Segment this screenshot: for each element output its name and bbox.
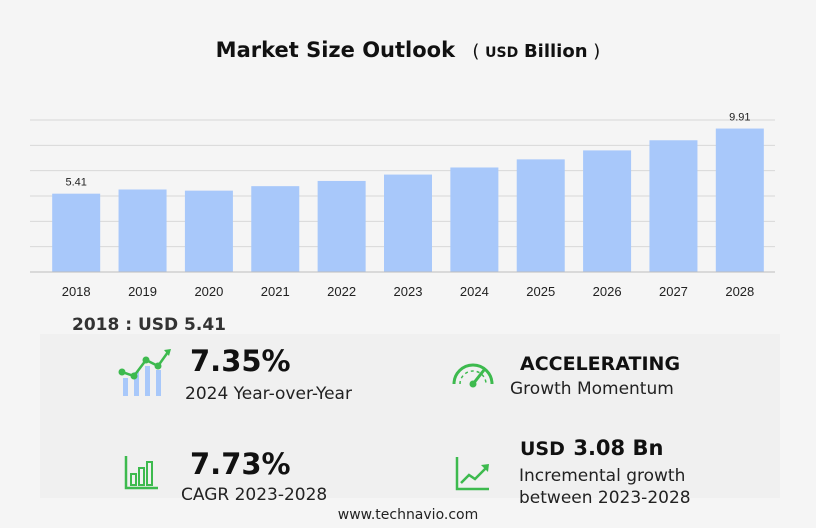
chart-title: Market Size Outlook ( USD Billion ) <box>0 38 816 62</box>
cagr-value: 7.73% <box>190 447 291 481</box>
kpi-panel <box>40 334 780 498</box>
momentum-kpi: ACCELERATING <box>520 353 680 375</box>
base-year-value: 2018 : USD 5.41 <box>72 315 226 335</box>
bar-2022 <box>317 180 366 272</box>
footer-source: www.technavio.com <box>337 507 479 523</box>
x-tick-label: 2020 <box>194 284 223 299</box>
x-tick-label: 2021 <box>261 284 290 299</box>
bar-2019 <box>118 189 167 272</box>
cagr-label: CAGR 2023-2028 <box>181 485 328 505</box>
incremental-value: 3.08 Bn <box>573 436 664 460</box>
title-unit-currency: USD <box>485 45 519 61</box>
x-tick-label: 2028 <box>725 284 754 299</box>
title-unit: ( USD Billion ) <box>472 41 600 62</box>
x-tick-label: 2025 <box>526 284 555 299</box>
title-unit-scale: Billion <box>523 41 588 62</box>
title-main: Market Size Outlook <box>215 38 456 62</box>
yoy-label-wrap: 2024 Year-over-Year <box>185 383 352 405</box>
bar-2018 <box>52 193 101 272</box>
incremental-label-wrap: Incremental growth between 2023-2028 <box>519 465 691 509</box>
speedometer-icon <box>452 363 494 388</box>
data-label: 5.41 <box>65 177 86 189</box>
yoy-kpi: 7.35% <box>190 344 291 378</box>
bar-chart: 2018 5.41 2019 2020 2021 2022 2023 2024 2025 2026… <box>30 112 775 299</box>
momentum-label: Growth Momentum <box>510 379 674 399</box>
growth-chart-icon <box>118 349 171 396</box>
bar-2021 <box>251 186 300 272</box>
x-tick-label: 2024 <box>460 284 489 299</box>
x-tick-label: 2018 <box>62 284 91 299</box>
yoy-value: 7.35% <box>190 344 291 378</box>
incremental-kpi: USD 3.08 Bn <box>520 436 663 460</box>
x-tick-label: 2022 <box>327 284 356 299</box>
bar-2026 <box>583 150 632 272</box>
title-unit-close: ) <box>593 41 601 62</box>
data-label: 9.91 <box>729 112 750 124</box>
bar-2020 <box>184 190 233 272</box>
incremental-label-1: Incremental growth <box>519 466 686 486</box>
momentum-label-wrap: Growth Momentum <box>510 378 674 400</box>
trend-up-icon <box>455 457 489 491</box>
momentum-value: ACCELERATING <box>520 353 681 375</box>
incremental-prefix: USD <box>520 438 565 460</box>
bar-2028 <box>715 128 764 272</box>
bar-2023 <box>384 174 432 272</box>
title-unit-open: ( <box>472 41 480 62</box>
x-tick-label: 2019 <box>128 284 157 299</box>
bar-2027 <box>649 140 698 272</box>
yoy-label: 2024 Year-over-Year <box>185 384 352 404</box>
x-tick-label: 2023 <box>394 284 423 299</box>
x-tick-label: 2027 <box>659 284 688 299</box>
bar-chart-icon <box>124 456 158 490</box>
bar-2024 <box>450 167 499 272</box>
incremental-label-2: between 2023-2028 <box>519 488 691 508</box>
cagr-kpi: 7.73% <box>190 447 291 481</box>
x-tick-label: 2026 <box>593 284 622 299</box>
bar-2025 <box>516 159 565 272</box>
cagr-label-wrap: CAGR 2023-2028 <box>181 484 327 506</box>
